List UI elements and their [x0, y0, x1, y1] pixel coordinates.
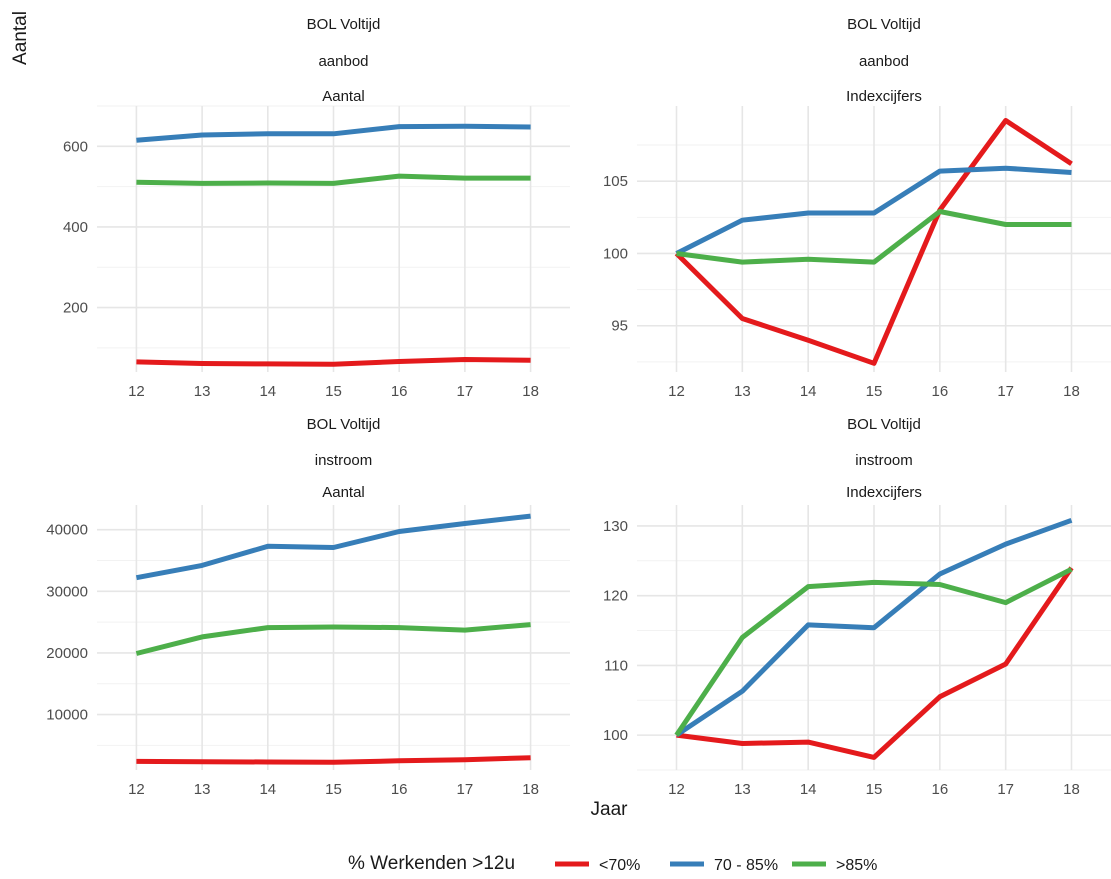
y-tick-label: 105 [603, 173, 628, 190]
y-axis-title: Aantal [10, 11, 31, 65]
x-tick-label: 14 [259, 383, 276, 400]
x-tick-label: 15 [866, 781, 883, 798]
panel-4-series-2-line [675, 517, 1073, 738]
x-tick-label: 12 [668, 781, 685, 798]
x-tick-label: 13 [194, 383, 211, 400]
x-tick-label: 15 [866, 383, 883, 400]
y-tick-label: 130 [603, 518, 628, 535]
x-tick-label: 17 [457, 383, 474, 400]
panel-3-strip-label-3: Aantal [322, 484, 365, 501]
x-tick-label: 14 [259, 781, 276, 798]
x-tick-label: 12 [668, 383, 685, 400]
y-tick-label: 400 [63, 219, 88, 236]
panel-2-strip-label-3: Indexcijfers [846, 88, 922, 105]
x-tick-label: 12 [128, 781, 145, 798]
panel-2-strip-label-2: aanbod [859, 53, 909, 70]
y-tick-label: 100 [603, 727, 628, 744]
y-tick-label: 20000 [46, 645, 88, 662]
legend-label-1: <70% [599, 857, 640, 874]
panel-2: BOL Voltijd aanbod Indexcijfers 95 100 105 12 1… [603, 16, 1111, 400]
x-tick-label: 13 [734, 781, 751, 798]
panel-1-series-1-line [136, 357, 531, 367]
y-tick-label: 200 [63, 300, 88, 317]
x-tick-label: 15 [325, 781, 342, 798]
x-tick-label: 14 [800, 781, 817, 798]
x-tick-label: 13 [194, 781, 211, 798]
legend-label-3: >85% [836, 857, 877, 874]
panel-4-strip-label-1: BOL Voltijd [847, 416, 921, 433]
y-tick-label: 95 [611, 318, 628, 335]
panel-3: BOL Voltijd instroom Aantal 10000 20000 30000… [46, 416, 570, 798]
legend-title: % Werkenden >12u [348, 853, 515, 874]
panel-2-series-3-line [676, 209, 1072, 265]
y-tick-label: 30000 [46, 583, 88, 600]
panel-1: BOL Voltijd aanbod Aantal 200 400 600 12 13 14 15… [63, 16, 570, 400]
panel-3-series-1-line [136, 755, 531, 765]
x-tick-label: 16 [931, 781, 948, 798]
panel-2-series-2-line [675, 165, 1072, 256]
x-tick-label: 16 [391, 383, 408, 400]
y-tick-label: 120 [603, 588, 628, 605]
x-tick-label: 13 [734, 383, 751, 400]
legend-label-2: 70 - 85% [714, 857, 778, 874]
panel-3-strip-label-2: instroom [315, 452, 373, 469]
y-tick-label: 110 [604, 657, 628, 674]
x-tick-label: 18 [522, 383, 539, 400]
panel-3-series-3-line [135, 622, 531, 656]
panel-4-strip-label-2: instroom [855, 452, 913, 469]
panel-4-series-3-line [674, 566, 1073, 737]
x-tick-label: 17 [457, 781, 474, 798]
x-tick-label: 16 [391, 781, 408, 798]
panel-4-strip-label-3: Indexcijfers [846, 484, 922, 501]
y-tick-label: 10000 [46, 707, 88, 724]
panel-4: BOL Voltijd instroom Indexcijfers 100 110 120… [603, 416, 1111, 798]
legend: % Werkenden >12u <70% 70 - 85% >85% [348, 853, 877, 874]
panel-1-strip-label-1: BOL Voltijd [307, 16, 381, 33]
panel-2-series-1-line [674, 118, 1073, 366]
x-tick-label: 12 [128, 383, 145, 400]
legend-entries: <70% 70 - 85% >85% [555, 857, 877, 874]
panel-1-strip-label-3: Aantal [322, 88, 365, 105]
panel-1-strip-label-2: aanbod [318, 53, 368, 70]
x-tick-label: 14 [800, 383, 817, 400]
y-tick-label: 100 [603, 245, 628, 262]
y-tick-label: 40000 [46, 522, 88, 539]
panel-2-strip-label-1: BOL Voltijd [847, 16, 921, 33]
panel-1-series-3-line [136, 173, 531, 186]
x-tick-label: 17 [997, 383, 1014, 400]
x-tick-label: 17 [997, 781, 1014, 798]
x-tick-label: 18 [522, 781, 539, 798]
x-axis-title: Jaar [591, 799, 629, 820]
panel-3-series-2-line [135, 513, 531, 581]
chart-panels: BOL Voltijd aanbod Aantal 200 400 600 12 13 14 15… [46, 16, 1111, 798]
x-tick-label: 15 [325, 383, 342, 400]
x-tick-label: 18 [1063, 383, 1080, 400]
y-tick-label: 600 [63, 138, 88, 155]
x-tick-label: 18 [1063, 781, 1080, 798]
panel-1-series-2-line [136, 123, 531, 143]
panel-4-series-1-line [676, 566, 1074, 760]
panel-3-strip-label-1: BOL Voltijd [307, 416, 381, 433]
x-tick-label: 16 [931, 383, 948, 400]
